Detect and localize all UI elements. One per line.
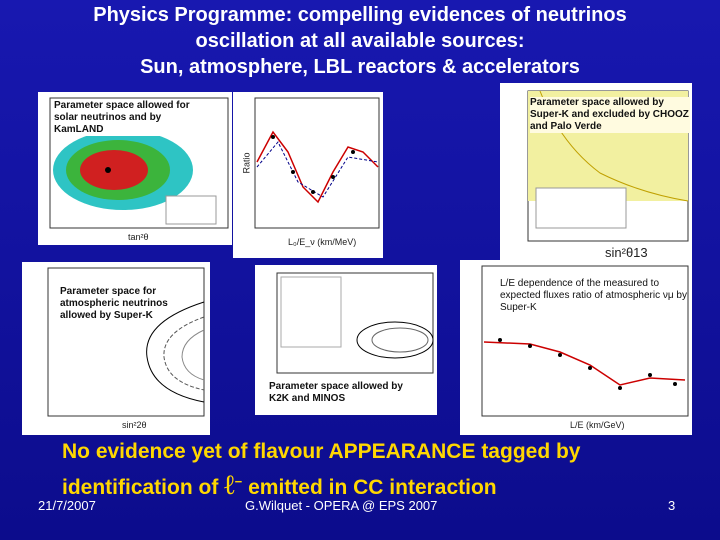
axis-label: L₀/E_ν (km/MeV)	[288, 237, 357, 247]
caption: Parameter space allowed by Super-K and e…	[530, 97, 690, 133]
superk-plot: Parameter space for atmospheric neutrino…	[22, 262, 210, 435]
axis-label: tan²θ	[128, 232, 149, 242]
text: identification of	[62, 476, 219, 499]
title-line: Sun, atmosphere, LBL reactors & accelera…	[140, 56, 580, 78]
lepton: ℓ	[224, 470, 235, 501]
plot-art	[481, 265, 689, 417]
plot-art	[254, 97, 380, 229]
caption: Parameter space allowed for solar neutri…	[54, 100, 204, 136]
axis-label: Ratio	[241, 152, 252, 174]
conclusion-line: No evidence yet of flavour APPEARANCE ta…	[62, 440, 581, 463]
axis-label: sin²θ13	[605, 245, 648, 260]
le-plot: L/E dependence of the measured to expect…	[460, 260, 692, 435]
title-line: Physics Programme: compelling evidences …	[93, 4, 627, 26]
plot-art	[276, 272, 434, 374]
axis-label: sin²2θ	[122, 420, 147, 430]
title-line: oscillation at all available sources:	[195, 30, 525, 52]
footer-source: G.Wilquet - OPERA @ EPS 2007	[245, 498, 438, 513]
caption: Parameter space allowed by K2K and MINOS	[269, 381, 403, 404]
caption: L/E dependence of the measured to expect…	[500, 278, 687, 313]
kamland-plot: Ratio L₀/E_ν (km/MeV)	[233, 92, 383, 258]
axis-label: L/E (km/GeV)	[570, 420, 625, 430]
footer-date: 21/7/2007	[38, 498, 96, 513]
k2k-minos-plot: Parameter space allowed by K2K and MINOS	[255, 265, 437, 415]
chooz-plot: Parameter space allowed by Super-K and e…	[500, 83, 692, 268]
page-number: 3	[668, 498, 676, 513]
plot-art	[47, 267, 205, 417]
solar-plot: Parameter space allowed for solar neutri…	[38, 92, 232, 245]
conclusion-line: identification of ℓ− emitted in CC inter…	[62, 470, 497, 501]
plot-art	[49, 97, 229, 229]
caption: Parameter space for atmospheric neutrino…	[60, 286, 168, 321]
text: emitted in CC interaction	[248, 476, 497, 499]
